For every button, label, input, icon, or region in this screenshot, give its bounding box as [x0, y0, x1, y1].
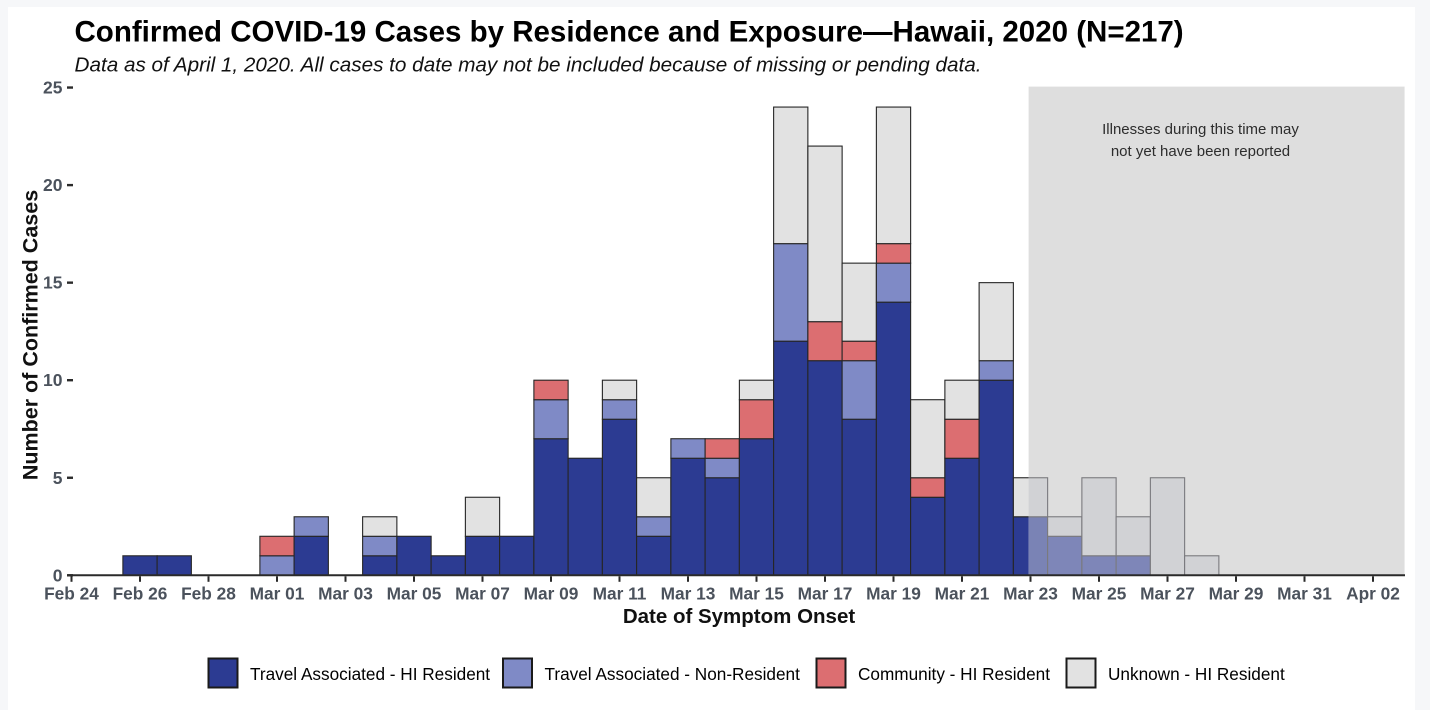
- svg-text:Mar 21: Mar 21: [935, 584, 990, 604]
- svg-text:Confirmed COVID-19 Cases by Re: Confirmed COVID-19 Cases by Residence an…: [75, 16, 1184, 49]
- svg-text:Mar 19: Mar 19: [866, 584, 921, 604]
- svg-text:Apr 02: Apr 02: [1346, 584, 1400, 604]
- svg-text:Mar 13: Mar 13: [661, 584, 716, 604]
- svg-text:Mar 25: Mar 25: [1072, 584, 1127, 604]
- svg-text:Unknown - HI Resident: Unknown - HI Resident: [1108, 664, 1285, 684]
- svg-text:Mar 29: Mar 29: [1209, 584, 1264, 604]
- svg-text:Community - HI Resident: Community - HI Resident: [858, 664, 1050, 684]
- svg-text:Feb 24: Feb 24: [44, 584, 99, 604]
- svg-text:Travel Associated - Non-Reside: Travel Associated - Non-Resident: [545, 664, 801, 684]
- svg-text:Date of Symptom Onset: Date of Symptom Onset: [623, 605, 856, 628]
- svg-text:10: 10: [43, 370, 63, 390]
- svg-text:25: 25: [43, 78, 63, 98]
- svg-text:Mar 07: Mar 07: [455, 584, 510, 604]
- svg-text:Mar 23: Mar 23: [1003, 584, 1058, 604]
- svg-text:Illnesses during this time may: Illnesses during this time may: [1102, 121, 1299, 138]
- svg-text:Mar 31: Mar 31: [1277, 584, 1332, 604]
- svg-text:Number of Confirmed Cases: Number of Confirmed Cases: [19, 190, 43, 480]
- svg-text:Mar 03: Mar 03: [318, 584, 373, 604]
- svg-text:not yet have been reported: not yet have been reported: [1111, 143, 1290, 160]
- svg-text:20: 20: [43, 175, 63, 195]
- svg-text:15: 15: [43, 273, 63, 293]
- svg-text:0: 0: [53, 565, 63, 585]
- svg-text:Mar 01: Mar 01: [250, 584, 305, 604]
- svg-text:Feb 26: Feb 26: [113, 584, 168, 604]
- svg-text:Mar 05: Mar 05: [387, 584, 442, 604]
- svg-text:Mar 11: Mar 11: [593, 584, 647, 604]
- svg-text:Travel Associated - HI Residen: Travel Associated - HI Resident: [250, 664, 490, 684]
- svg-text:Mar 27: Mar 27: [1140, 584, 1195, 604]
- svg-text:Mar 09: Mar 09: [524, 584, 579, 604]
- svg-text:Data as of April 1, 2020. All: Data as of April 1, 2020. All cases to d…: [75, 54, 982, 77]
- svg-text:Mar 17: Mar 17: [798, 584, 853, 604]
- svg-text:Feb 28: Feb 28: [181, 584, 236, 604]
- svg-text:5: 5: [53, 468, 63, 488]
- svg-text:Mar 15: Mar 15: [729, 584, 784, 604]
